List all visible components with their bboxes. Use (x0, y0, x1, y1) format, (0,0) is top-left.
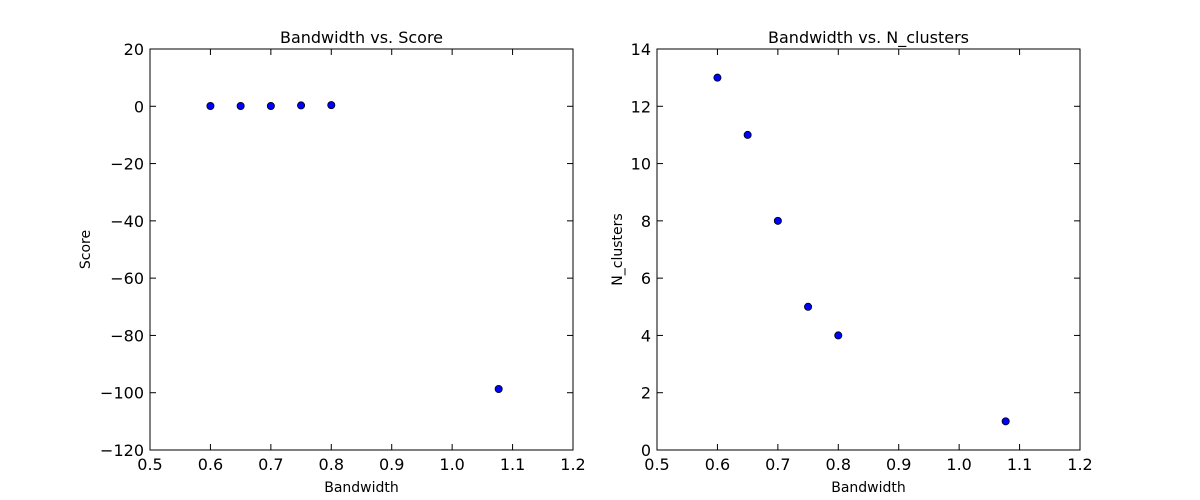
tick-marks (656, 48, 1081, 451)
x-tick-label: 0.6 (198, 455, 223, 474)
y-tick-label: 12 (631, 97, 651, 116)
x-tick-label: 0.5 (644, 455, 669, 474)
chart-title: Bandwidth vs. N_clusters (768, 28, 969, 48)
x-tick-label: 0.7 (258, 455, 283, 474)
y-tick-label: −120 (100, 441, 144, 460)
x-axis-label: Bandwidth (831, 480, 906, 496)
x-tick-label: 0.9 (379, 455, 404, 474)
chart-title: Bandwidth vs. Score (280, 28, 443, 47)
data-point (266, 101, 275, 110)
x-tick-labels: 0.5 0.6 0.7 0.8 0.9 1.0 1.1 1.2 (644, 455, 1092, 474)
y-tick-label: 6 (641, 269, 651, 288)
x-tick-label: 0.8 (826, 455, 851, 474)
data-point (834, 331, 843, 340)
y-axis-label: N_clusters (610, 213, 626, 285)
data-points (206, 101, 503, 393)
data-point (713, 73, 722, 82)
data-point (804, 302, 813, 311)
x-tick-label: 0.9 (886, 455, 911, 474)
data-point (297, 101, 306, 110)
data-point (494, 384, 503, 393)
y-tick-label: 0 (641, 441, 651, 460)
y-tick-label: 14 (631, 40, 651, 59)
x-tick-label: 0.8 (319, 455, 344, 474)
y-axis-label: Score (78, 230, 94, 269)
x-tick-label: 1.1 (1007, 455, 1032, 474)
x-tick-label: 1.2 (560, 455, 585, 474)
y-tick-labels: −120 −100 −80 −60 −40 −20 0 20 (100, 40, 144, 460)
y-tick-label: −20 (110, 155, 144, 174)
x-tick-label: 1.2 (1067, 455, 1092, 474)
tick-marks (149, 48, 574, 451)
data-point (206, 101, 215, 110)
x-tick-label: 1.0 (439, 455, 464, 474)
data-points (713, 73, 1010, 426)
y-tick-label: 20 (124, 40, 144, 59)
x-tick-label: 0.7 (765, 455, 790, 474)
x-tick-label: 1.0 (946, 455, 971, 474)
x-tick-label: 0.6 (705, 455, 730, 474)
chart-n-clusters: Bandwidth vs. N_clusters Bandwidth N_clu… (610, 28, 1093, 496)
y-tick-label: 4 (641, 326, 651, 345)
data-point (236, 101, 245, 110)
plot-frame (149, 48, 574, 451)
chart-score: Bandwidth vs. Score Bandwidth Score 0.5 0… (78, 28, 586, 496)
plot-frame (656, 48, 1081, 451)
y-tick-label: 2 (641, 384, 651, 403)
x-axis-label: Bandwidth (324, 480, 399, 496)
y-tick-label: −100 (100, 384, 144, 403)
y-tick-label: −80 (110, 326, 144, 345)
x-tick-label: 1.1 (500, 455, 525, 474)
x-tick-label: 0.5 (137, 455, 162, 474)
data-point (773, 216, 782, 225)
y-tick-label: −40 (110, 212, 144, 231)
y-tick-label: 10 (631, 155, 651, 174)
y-tick-labels: 0 2 4 6 8 10 12 14 (631, 40, 651, 460)
y-tick-label: 0 (134, 97, 144, 116)
x-tick-labels: 0.5 0.6 0.7 0.8 0.9 1.0 1.1 1.2 (137, 455, 585, 474)
data-point (327, 101, 336, 110)
data-point (1001, 417, 1010, 426)
data-point (743, 130, 752, 139)
y-tick-label: 8 (641, 212, 651, 231)
y-tick-label: −60 (110, 269, 144, 288)
